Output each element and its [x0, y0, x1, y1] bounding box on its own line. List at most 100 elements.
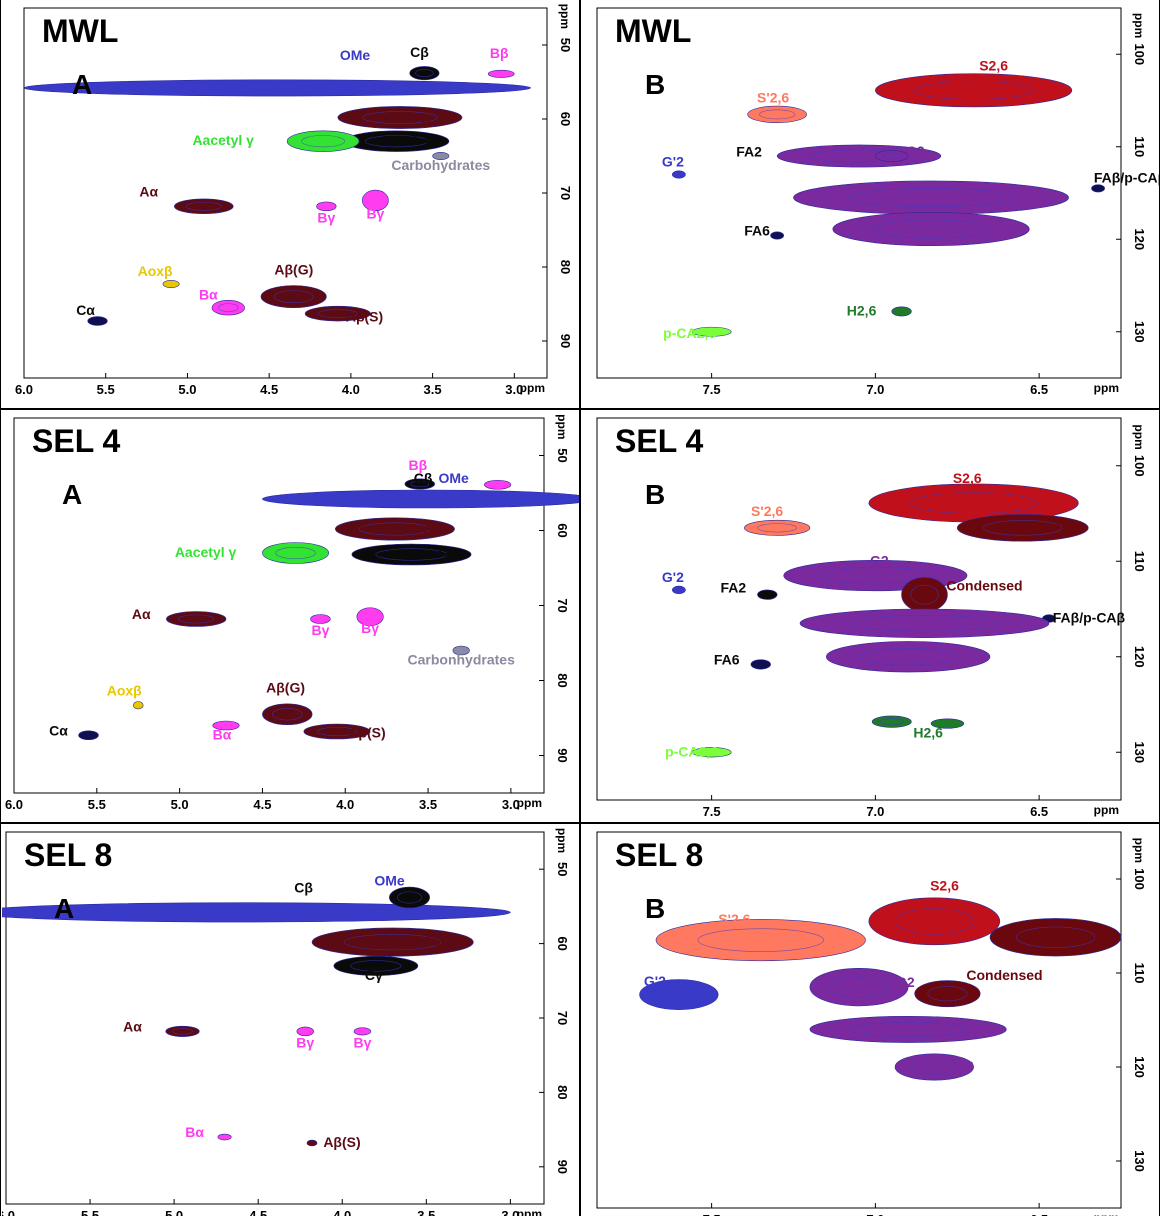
contour-line	[829, 976, 889, 998]
peak-label-b: Bγ	[361, 620, 379, 636]
cross-peak	[776, 144, 942, 168]
cross-peak	[303, 723, 371, 740]
x-tick-label: 3.0	[501, 1208, 519, 1216]
peak-label-g6: G6	[925, 650, 944, 666]
contour-line	[375, 548, 448, 561]
panel-title: SEL 4	[32, 423, 121, 459]
cross-peak	[337, 106, 463, 129]
peak-label-a-s: Aβ(S)	[348, 725, 385, 741]
cross-peak	[356, 607, 384, 627]
contour-line	[317, 309, 358, 318]
x-axis-unit: ppm	[1094, 1211, 1119, 1216]
peak-label-condensed: Condensed	[966, 967, 1042, 983]
peak-label-a-g: Aβ(G)	[266, 679, 305, 695]
cross-peak	[691, 747, 732, 758]
cross-peak	[793, 180, 1069, 215]
cross-peak	[639, 979, 719, 1010]
peak-label-condensed: Condensed	[946, 578, 1022, 594]
cross-peak	[174, 198, 234, 215]
peak-label-p-ca2-6: p-CA2,6	[665, 743, 718, 759]
contour-line	[316, 727, 358, 736]
peak-label-a-g: Aβ(G)	[274, 262, 313, 278]
panel-letter: B	[645, 893, 665, 924]
peak-label-ome: OMe	[340, 47, 371, 63]
horizontal-divider-bottom	[0, 822, 1160, 824]
peak-label-g2: G2	[896, 974, 915, 990]
cross-peak	[744, 519, 811, 536]
cross-peak	[894, 1053, 974, 1081]
cross-peak	[162, 280, 180, 289]
y-tick-label: 50	[555, 862, 570, 876]
y-tick-label: 60	[555, 523, 570, 537]
peak-label-c: Cβ	[414, 470, 433, 486]
peak-label-p-ca2-6: p-CA2,6	[663, 325, 716, 341]
cross-peak	[825, 641, 991, 673]
y-axis-unit: ppm	[558, 4, 572, 29]
peak-label-a-s: Aβ(S)	[323, 1134, 360, 1150]
x-tick-label: 7.5	[703, 382, 721, 397]
cross-peak	[487, 69, 515, 78]
peak-label-b: Bγ	[311, 622, 329, 638]
x-tick-label: 6.5	[1030, 382, 1048, 397]
y-tick-label: 50	[558, 38, 573, 52]
cross-peak	[2, 902, 511, 923]
y-tick-label: 120	[1132, 1056, 1147, 1078]
cross-peak	[260, 285, 327, 309]
panel-mwl-a: 6.0 5.5 5.0 4.5 4.0 3.5 3.0 ppm 50 60 70 80 90 ppm MWL…	[2, 0, 579, 408]
panel-title: SEL 8	[24, 837, 112, 873]
y-tick-label: 90	[558, 334, 573, 348]
hsqc-plot-sel4-a: 6.0 5.5 5.0 4.5 4.0 3.5 3.0ppm5060708090ppmSEL…	[5, 414, 579, 812]
y-tick-label: 100	[1132, 455, 1147, 477]
x-tick-label: 3.5	[419, 797, 437, 812]
peak-label-c: Cα	[49, 722, 68, 738]
cross-peak	[750, 659, 771, 670]
vertical-divider	[579, 0, 581, 1216]
x-tick-label: 4.5	[253, 797, 271, 812]
contour-line	[79, 906, 404, 918]
contour-line	[910, 1059, 959, 1075]
peak-label-fa2: FA2	[736, 144, 762, 160]
y-axis-unit: ppm	[1132, 13, 1146, 38]
cross-peak	[770, 231, 784, 240]
cross-peak	[655, 919, 866, 962]
cross-peak	[166, 611, 227, 627]
cross-peak	[87, 316, 108, 326]
cross-peak	[1091, 184, 1105, 193]
cross-peak	[691, 326, 732, 337]
peak-label-s2-6: S2,6	[979, 57, 1008, 73]
cross-peak	[306, 1139, 318, 1147]
peak-label-a: Aγ	[424, 520, 442, 536]
x-tick-label: 5.5	[88, 797, 106, 812]
x-tick-label: 5.5	[81, 1208, 99, 1216]
cross-peak	[351, 543, 472, 566]
contour-line	[820, 566, 931, 585]
plot-frame	[5, 831, 545, 1205]
cross-peak	[452, 645, 470, 656]
peak-label-b: Bγ	[366, 205, 384, 221]
plot-frame	[596, 7, 1122, 379]
panel-letter: A	[54, 893, 74, 924]
panel-sel8-b: 7.5 7.0 6.5 ppm 100 110 120 130 ppm SEL 8 B S'2,6 S2…	[581, 824, 1159, 1216]
peak-label-aox: Aoxβ	[138, 263, 173, 279]
cross-peak	[262, 542, 329, 564]
x-axis-unit: ppm	[520, 381, 545, 395]
contour-line	[275, 546, 316, 560]
peak-label-a: Aα	[123, 1018, 142, 1034]
peak-label-c: Cα	[76, 302, 95, 318]
peak-label-g5: G5	[937, 618, 956, 634]
cross-peak	[875, 150, 909, 162]
peak-label-a: Aγ	[424, 933, 442, 949]
contour-line	[697, 928, 824, 952]
peak-label-s2-6: S2,6	[953, 470, 982, 486]
x-tick-label: 7.5	[703, 1212, 721, 1216]
cross-peak	[335, 517, 455, 541]
panel-title: SEL 4	[615, 423, 704, 459]
peak-label-b: Bγ	[317, 209, 335, 225]
y-tick-label: 130	[1132, 321, 1147, 343]
peak-label-h2-6: H2,6	[847, 302, 877, 318]
peak-label-a: Aα	[132, 606, 151, 622]
peak-label-c: Cβ	[410, 44, 429, 60]
hsqc-plot-sel8-a: 6.05.55.04.54.03.53.0ppm5060708090ppmSEL…	[2, 828, 570, 1216]
peak-label-b: Bγ	[353, 1034, 371, 1050]
hsqc-plot-mwl-a: 6.0 5.5 5.0 4.5 4.0 3.5 3.0ppm5060708090ppmMWL…	[15, 4, 573, 397]
